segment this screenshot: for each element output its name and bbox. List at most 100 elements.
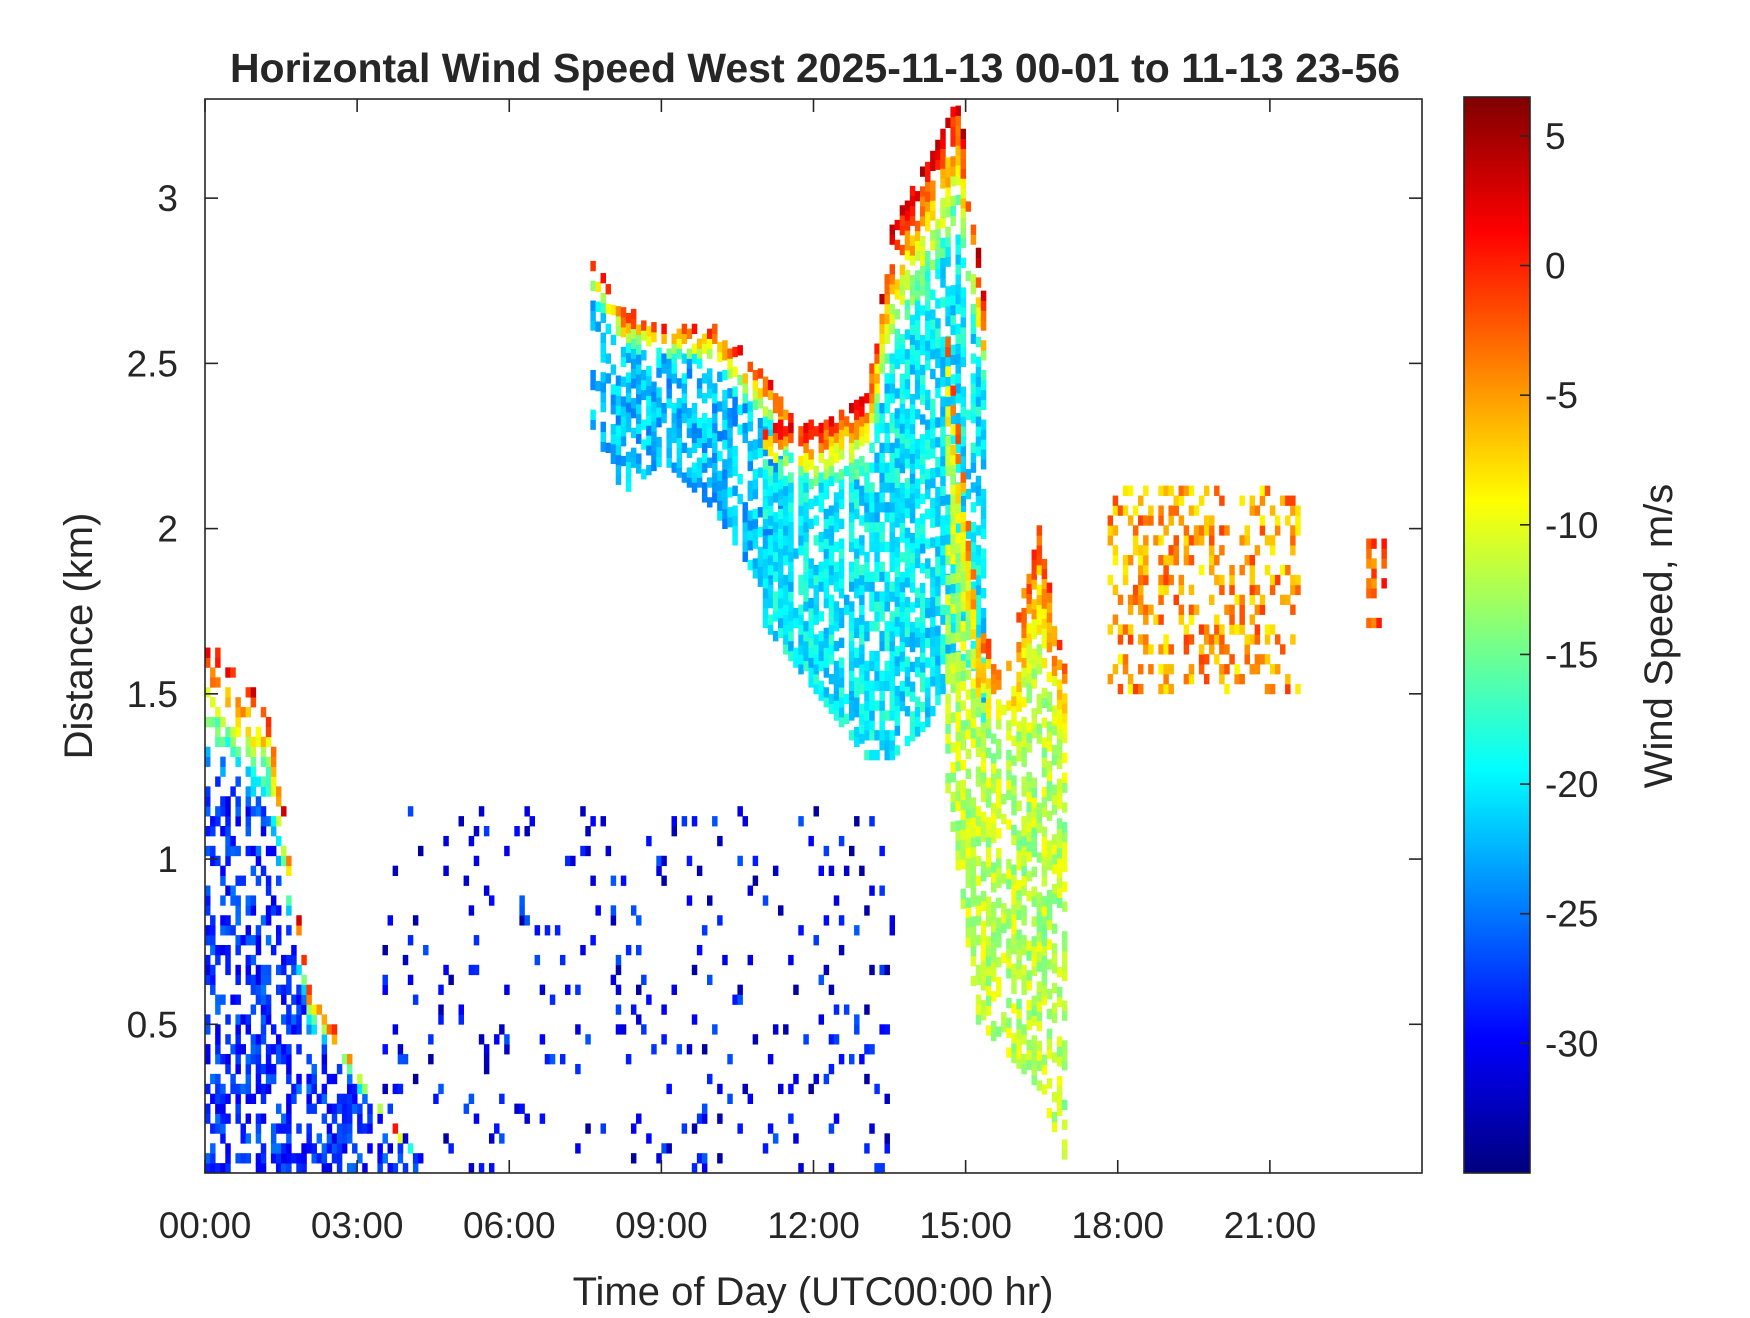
heatmap-cell — [1036, 644, 1043, 655]
heatmap-cell — [681, 442, 688, 453]
heatmap-cell — [889, 915, 896, 926]
heatmap-cell — [955, 581, 961, 592]
heatmap-cell — [1011, 874, 1017, 885]
heatmap-cell — [275, 925, 282, 936]
heatmap-cell — [1026, 732, 1032, 743]
heatmap-cell — [265, 716, 272, 728]
heatmap-cell — [1021, 588, 1027, 599]
heatmap-cell — [874, 541, 880, 553]
heatmap-cell — [260, 915, 267, 926]
heatmap-cell — [443, 865, 449, 876]
heatmap-cell — [696, 358, 703, 369]
heatmap-cell — [798, 505, 804, 516]
heatmap-cell — [1163, 485, 1169, 496]
heatmap-cell — [1254, 654, 1261, 665]
heatmap-cell — [894, 239, 901, 250]
heatmap-cell — [935, 556, 941, 567]
heatmap-cell — [1036, 1020, 1043, 1032]
heatmap-cell — [306, 1133, 312, 1144]
heatmap-cell — [1264, 485, 1271, 496]
heatmap-cell — [240, 707, 246, 718]
heatmap-cell — [930, 586, 936, 598]
heatmap-cell — [281, 806, 287, 817]
heatmap-cell — [220, 1093, 226, 1104]
heatmap-cell — [1188, 505, 1195, 516]
heatmap-cell — [950, 622, 956, 633]
heatmap-cell — [899, 344, 906, 355]
heatmap-cell — [869, 442, 875, 453]
heatmap-cell — [884, 1024, 890, 1035]
heatmap-cell — [919, 196, 926, 207]
heatmap-cell — [859, 614, 865, 625]
heatmap-cell — [341, 1113, 348, 1124]
heatmap-cell — [864, 730, 870, 741]
heatmap-cell — [752, 875, 759, 886]
heatmap-cell — [864, 631, 870, 642]
heatmap-cell — [275, 984, 282, 995]
heatmap-cell — [428, 1034, 434, 1045]
heatmap-cell — [671, 412, 677, 424]
heatmap-cell — [1016, 879, 1022, 891]
heatmap-cell — [899, 611, 906, 622]
heatmap-cell — [580, 944, 586, 956]
heatmap-cell — [1163, 674, 1169, 685]
heatmap-cell — [417, 845, 424, 857]
heatmap-cell — [1026, 1049, 1032, 1060]
heatmap-cell — [1168, 545, 1174, 556]
heatmap-cell — [357, 1073, 363, 1085]
heatmap-cell — [275, 1123, 282, 1134]
heatmap-cell — [286, 895, 292, 906]
heatmap-cell — [813, 574, 819, 586]
heatmap-cell — [914, 438, 921, 450]
heatmap-cell — [270, 1024, 277, 1035]
heatmap-cell — [950, 712, 956, 723]
heatmap-cell — [960, 640, 967, 652]
heatmap-cell — [1198, 525, 1205, 536]
heatmap-cell — [1026, 871, 1032, 882]
heatmap-cell — [838, 677, 845, 688]
heatmap-cell — [321, 1143, 328, 1154]
heatmap-cell — [701, 1103, 708, 1114]
heatmap-cell — [341, 1133, 348, 1144]
heatmap-cell — [884, 323, 890, 335]
heatmap-cell — [762, 588, 769, 599]
heatmap-cell — [387, 1103, 394, 1114]
heatmap-cell — [960, 297, 967, 308]
heatmap-cell — [960, 898, 967, 910]
heatmap-cell — [813, 594, 819, 605]
heatmap-cell — [630, 1123, 637, 1134]
heatmap-cell — [1056, 748, 1063, 760]
heatmap-cell — [301, 984, 307, 995]
heatmap-cell — [960, 829, 967, 840]
heatmap-cell — [1036, 951, 1043, 962]
heatmap-cell — [1193, 535, 1200, 546]
heatmap-cell — [286, 1024, 292, 1035]
heatmap-cell — [636, 1113, 642, 1124]
heatmap-cell — [849, 670, 855, 682]
heatmap-cell — [1148, 604, 1154, 615]
heatmap-cell — [955, 701, 961, 712]
heatmap-cell — [1138, 555, 1144, 566]
heatmap-cell — [970, 234, 977, 245]
heatmap-cell — [818, 541, 825, 553]
heatmap-cell — [1061, 1119, 1068, 1130]
heatmap-cell — [1158, 584, 1164, 596]
heatmap-cell — [666, 378, 672, 389]
heatmap-cell — [235, 756, 241, 767]
heatmap-cell — [245, 1153, 252, 1164]
heatmap-cell — [265, 915, 272, 926]
heatmap-cell — [1061, 931, 1068, 942]
heatmap-cell — [341, 1054, 348, 1065]
heatmap-cell — [945, 177, 951, 188]
heatmap-cell — [1122, 555, 1129, 566]
heatmap-cell — [940, 356, 946, 368]
heatmap-cell — [220, 895, 226, 906]
heatmap-cell — [899, 621, 906, 632]
heatmap-cell — [772, 472, 779, 483]
heatmap-cell — [1046, 592, 1053, 603]
heatmap-cell — [930, 368, 936, 380]
heatmap-cell — [321, 1113, 328, 1124]
heatmap-cell — [778, 617, 784, 629]
heatmap-cell — [909, 334, 916, 345]
heatmap-cell — [235, 1113, 241, 1124]
